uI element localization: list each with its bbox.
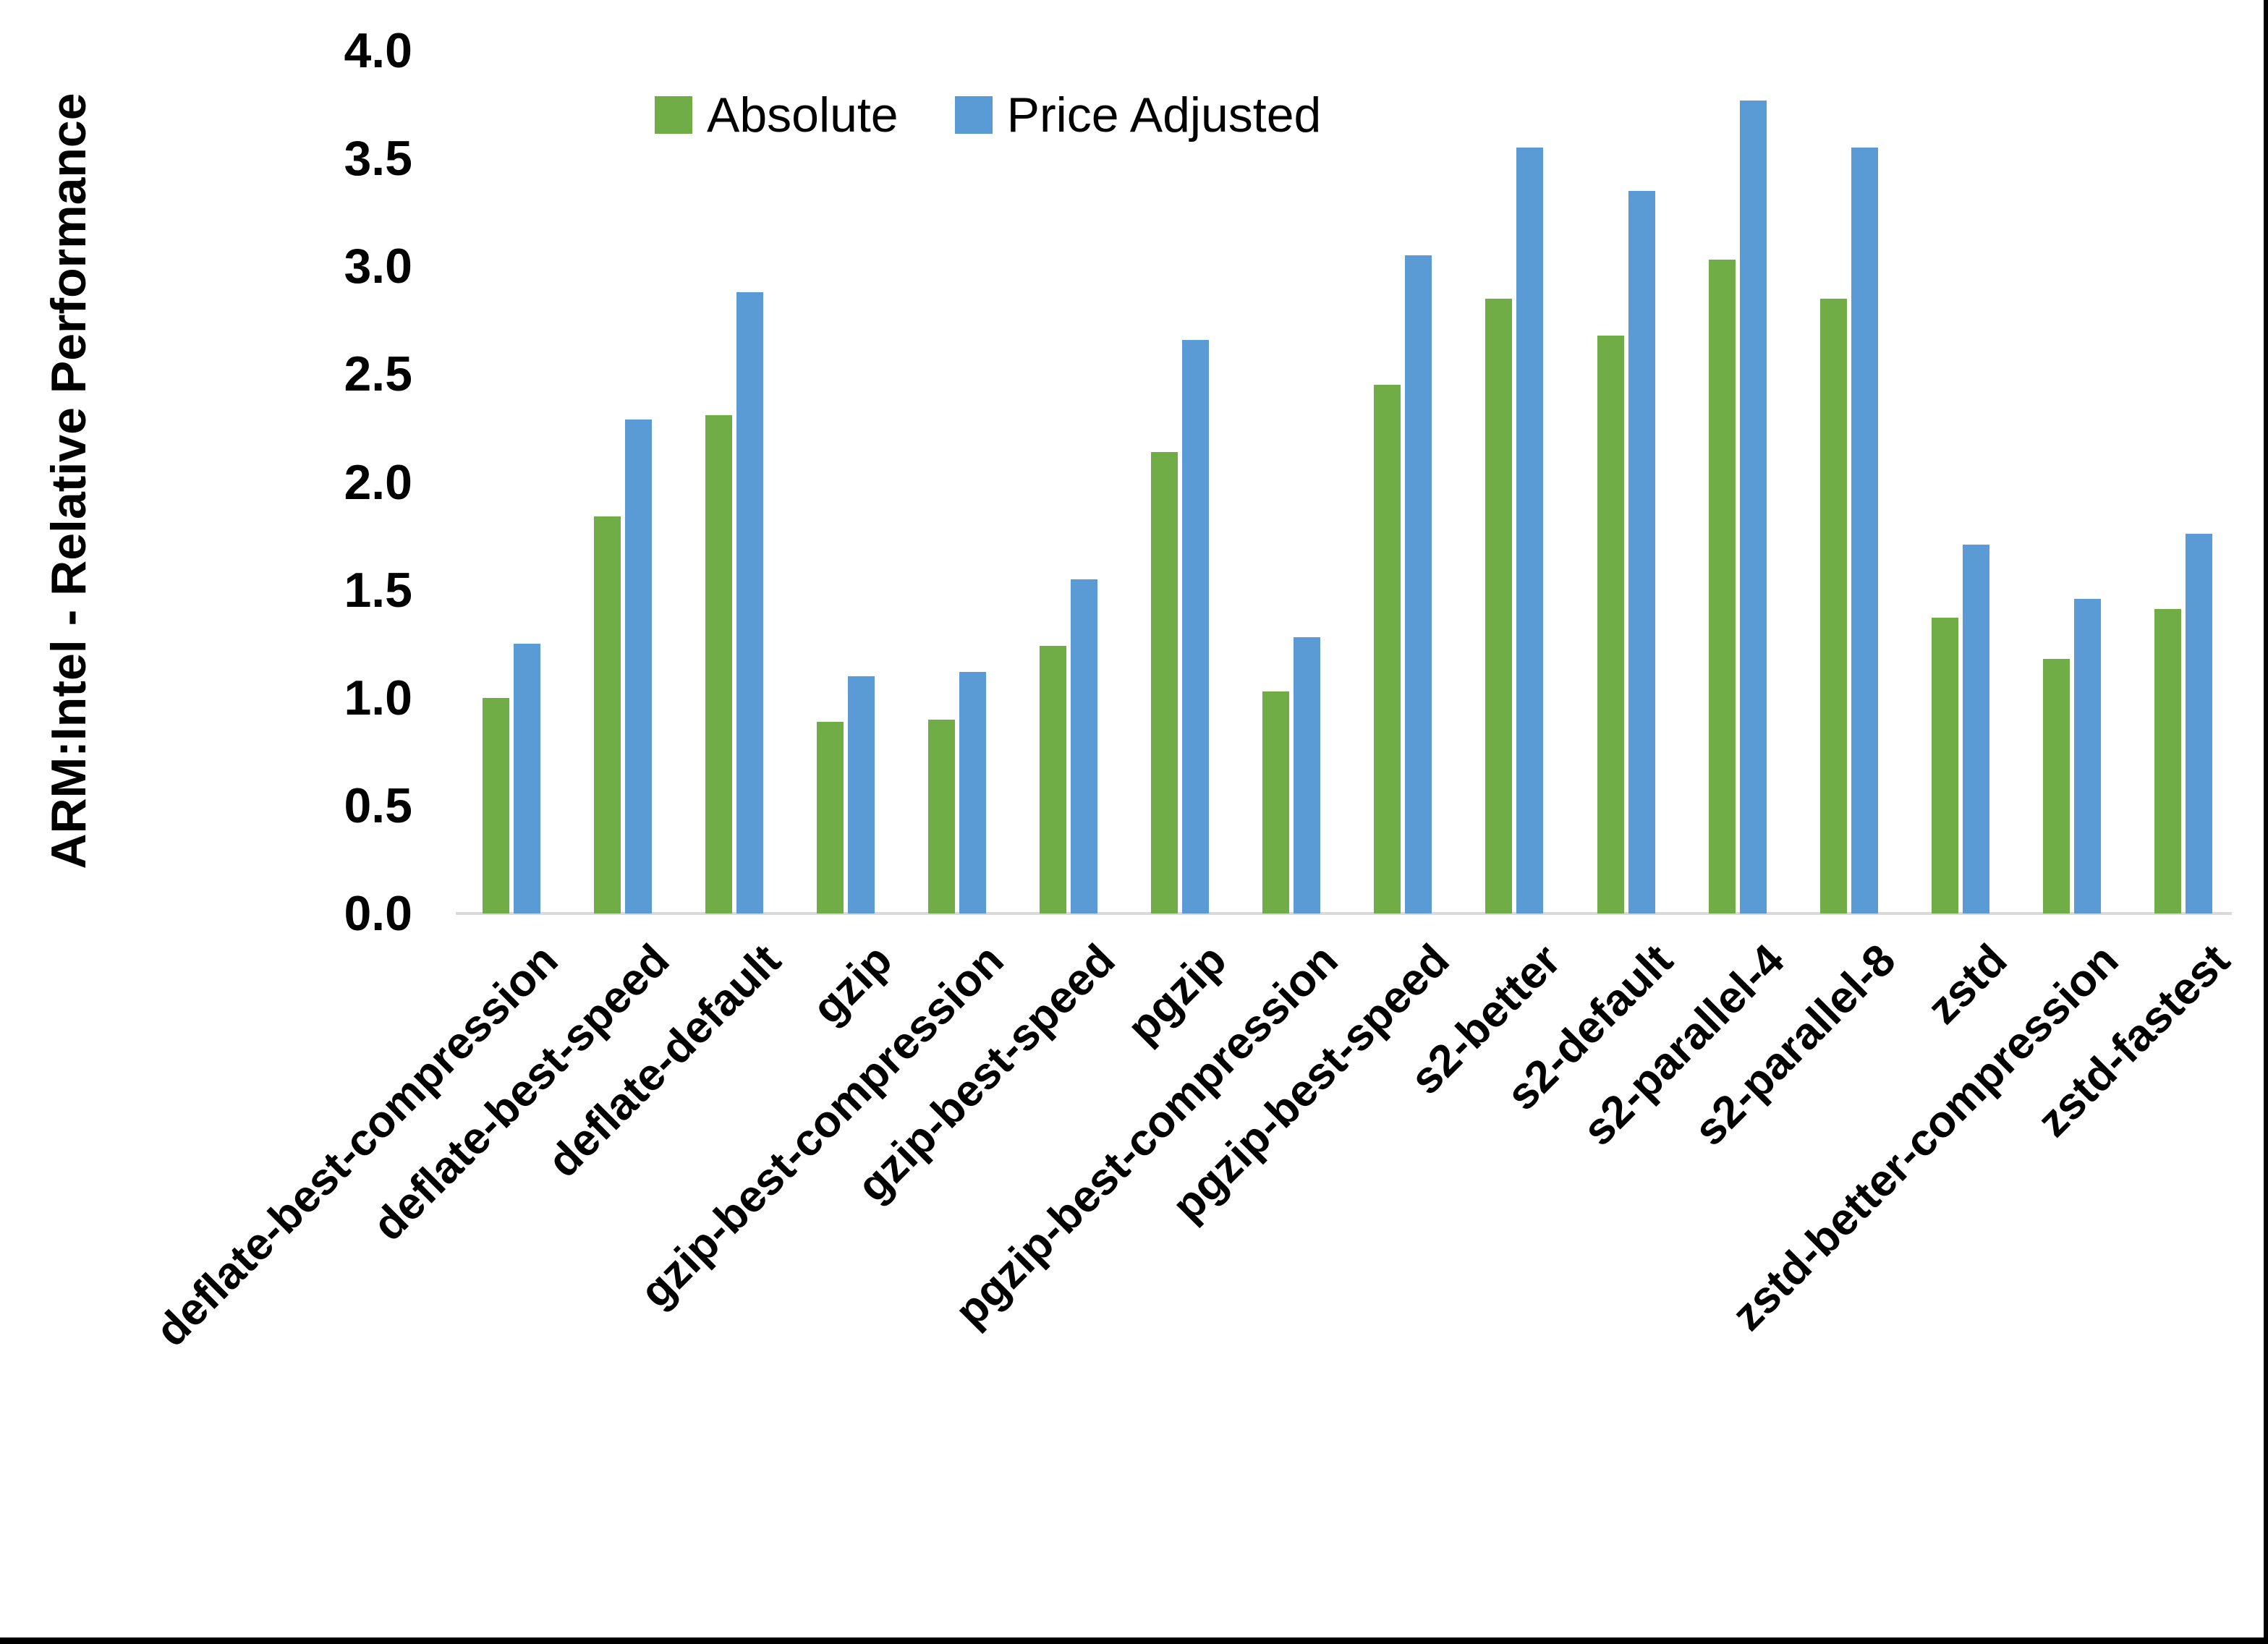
bar-price-adjusted-s2-parallel-8 — [1851, 148, 1878, 913]
bar-absolute-pgzip-best-speed — [1374, 385, 1401, 913]
y-tick-label-3.0: 3.0 — [344, 239, 412, 294]
bar-absolute-gzip-best-speed — [1040, 646, 1067, 913]
bar-absolute-gzip — [817, 721, 844, 913]
bar-price-adjusted-deflate-default — [736, 292, 764, 913]
bar-absolute-deflate-default — [705, 415, 733, 913]
bar-absolute-s2-parallel-8 — [1819, 298, 1847, 913]
legend-swatch-icon — [954, 96, 993, 134]
y-tick-label-1.5: 1.5 — [344, 562, 412, 618]
y-tick-label-1.0: 1.0 — [344, 670, 412, 725]
bar-absolute-pgzip-best-compression — [1262, 691, 1290, 913]
bar-absolute-s2-better — [1485, 298, 1513, 913]
bar-price-adjusted-pgzip-best-speed — [1405, 255, 1432, 913]
bar-price-adjusted-s2-better — [1516, 148, 1544, 913]
bar-absolute-deflate-best-speed — [594, 516, 621, 913]
legend-label: Price Adjusted — [1006, 88, 1322, 142]
bar-price-adjusted-pgzip-best-compression — [1294, 637, 1321, 913]
bar-absolute-zstd — [1931, 618, 1958, 913]
y-tick-label-4.0: 4.0 — [344, 23, 412, 78]
bar-absolute-zstd-better-compression — [2042, 659, 2070, 913]
bar-absolute-deflate-best-compression — [483, 697, 509, 913]
legend: Absolute Price Adjusted — [655, 87, 1321, 143]
y-tick-label-3.5: 3.5 — [344, 131, 412, 187]
bar-price-adjusted-gzip-best-speed — [1071, 579, 1098, 913]
bar-price-adjusted-deflate-best-speed — [625, 419, 653, 913]
bar-price-adjusted-zstd — [1962, 544, 1989, 913]
bar-absolute-gzip-best-compression — [928, 719, 956, 913]
bar-price-adjusted-gzip — [848, 676, 875, 913]
bar-price-adjusted-zstd-fastest — [2185, 534, 2212, 913]
x-axis-line — [456, 912, 2232, 915]
bar-price-adjusted-s2-parallel-4 — [1739, 100, 1767, 913]
bar-price-adjusted-pgzip — [1182, 339, 1210, 913]
bar-absolute-s2-parallel-4 — [1708, 260, 1736, 913]
bar-absolute-pgzip — [1151, 451, 1178, 913]
y-tick-label-0.5: 0.5 — [344, 778, 412, 833]
bar-price-adjusted-zstd-better-compression — [2073, 598, 2101, 913]
legend-item-absolute: Absolute — [655, 87, 899, 143]
bar-price-adjusted-deflate-best-compression — [514, 644, 540, 913]
legend-label: Absolute — [707, 88, 899, 142]
legend-swatch-icon — [655, 96, 692, 134]
y-tick-label-0.0: 0.0 — [344, 886, 412, 941]
y-tick-label-2.0: 2.0 — [344, 454, 412, 510]
bar-price-adjusted-gzip-best-compression — [959, 671, 987, 913]
y-axis-title: ARM:Intel - Relative Performance — [41, 93, 96, 869]
bar-price-adjusted-s2-default — [1628, 190, 1655, 913]
y-tick-label-2.5: 2.5 — [344, 346, 412, 402]
legend-item-price-adjusted: Price Adjusted — [954, 87, 1322, 143]
bar-absolute-s2-default — [1597, 335, 1624, 913]
bar-absolute-zstd-fastest — [2154, 609, 2181, 913]
